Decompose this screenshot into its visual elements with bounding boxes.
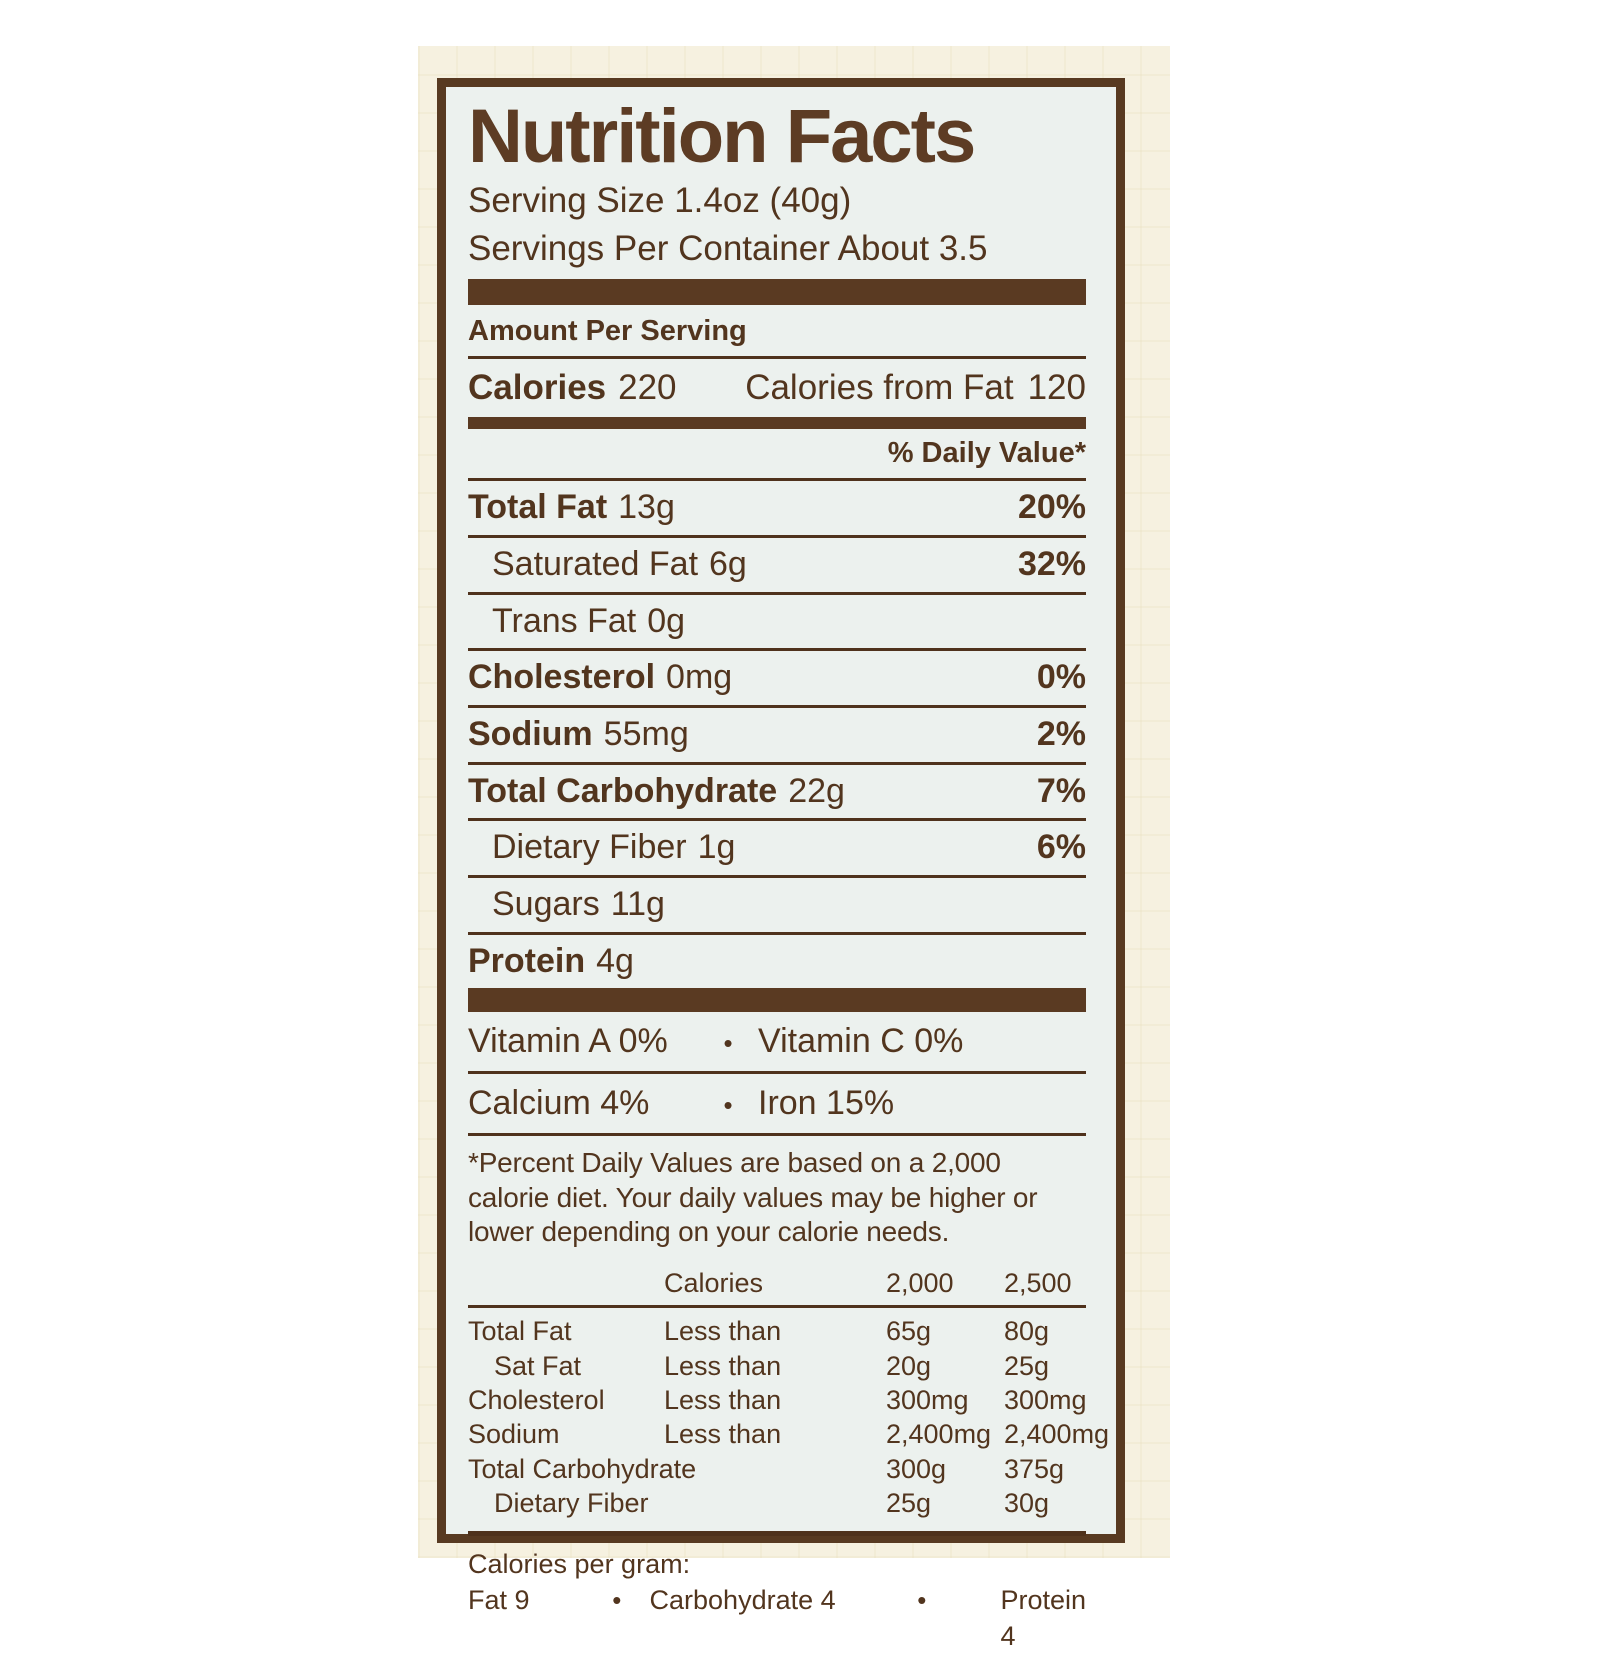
bullet-icon: • [723,1028,733,1059]
nutrient-amount: 4g [596,941,634,980]
daily-value-header: % Daily Value* [887,437,1086,470]
section-divider-bar [468,279,1086,306]
vitamin-row-a-c: Vitamin A 0% • Vitamin C 0% [468,1012,1086,1071]
vitamin-row-calcium-iron: Calcium 4% • Iron 15% [468,1071,1086,1133]
nutrient-amount: 0mg [666,658,733,697]
nutrient-name: Total Carbohydrate [468,771,778,810]
daily-values-footnote: *Percent Daily Values are based on a 2,0… [468,1133,1086,1256]
nutrient-name: Saturated Fat [492,544,699,583]
nutrient-row-protein: Protein 4g [468,931,1086,989]
calories-label: Calories [468,368,607,408]
nutrient-daily-value: 32% [1017,544,1086,583]
calories-row: Calories 220 Calories from Fat 120 [468,356,1086,417]
calories-per-gram-section: Calories per gram: Fat 9 • Carbohydrate … [468,1536,1086,1655]
table-row-total-fat: Total Fat Less than 65g 80g [468,1314,1086,1348]
iron-value: Iron 15% [758,1084,895,1123]
nutrient-daily-value: 6% [1036,828,1086,867]
table-row-2000-value: 20g [886,1350,932,1381]
nutrient-daily-value: 7% [1036,771,1086,810]
table-row-sat-fat: Sat Fat Less than 20g 25g [468,1349,1086,1383]
table-row-2500-value: 25g [1004,1350,1050,1381]
table-header-2000: 2,000 [886,1267,954,1298]
daily-values-table: Calories 2,000 2,500 Total Fat Less than… [468,1267,1109,1521]
cpg-fat: Fat 9 [468,1585,530,1616]
bullet-icon: • [917,1585,927,1616]
nutrient-name: Sugars [492,885,600,923]
table-row-name: Dietary Fiber [494,1488,649,1519]
nutrient-row-sodium: Sodium 55mg 2% [468,704,1086,762]
nutrient-daily-value: 0% [1036,658,1086,697]
table-row-2000-value: 300g [886,1453,947,1484]
table-row-total-carbohydrate: Total Carbohydrate 300g 375g [468,1452,1086,1486]
table-row-sodium: Sodium Less than 2,400mg 2,400mg [468,1417,1109,1451]
nutrient-amount: 1g [697,828,736,867]
table-row-qualifier: Less than [664,1350,782,1381]
vitamin-c-value: Vitamin C 0% [758,1022,964,1061]
cpg-carbohydrate: Carbohydrate 4 [649,1585,836,1616]
table-body: Total Fat Less than 65g 80g Sat Fat Less… [468,1308,1109,1520]
bullet-icon: • [723,1090,733,1121]
nutrient-amount: 22g [788,771,845,810]
label-title: Nutrition Facts [468,94,976,179]
table-row-2000-value: 300mg [886,1385,969,1416]
nutrient-name: Sodium [468,714,593,753]
nutrient-row-saturated-fat: Saturated Fat 6g 32% [468,534,1086,592]
nutrition-facts-label: Nutrition Facts Serving Size 1.4oz (40g)… [437,78,1125,1651]
table-row-2000-value: 2,400mg [886,1419,992,1450]
nutrient-daily-value: 20% [1017,488,1086,527]
table-row-qualifier: Less than [664,1316,782,1347]
table-row-name: Total Carbohydrate [468,1453,697,1484]
calcium-value: Calcium 4% [468,1084,650,1123]
table-row-name: Cholesterol [468,1385,605,1416]
nutrient-name: Cholesterol [468,658,656,697]
table-row-name: Total Fat [468,1316,572,1347]
nutrient-name: Protein [468,941,586,980]
table-row-qualifier: Less than [664,1385,782,1416]
table-row-2500-value: 300mg [1004,1385,1087,1416]
nutrient-amount: 6g [709,544,747,583]
calories-per-gram-values: Fat 9 • Carbohydrate 4 • Protein 4 [468,1582,1086,1655]
table-row-name: Sodium [468,1419,560,1450]
table-row-2500-value: 375g [1004,1453,1065,1484]
nutrient-row-dietary-fiber: Dietary Fiber 1g 6% [468,818,1086,875]
calories-per-gram-divider [468,1530,1086,1536]
table-row-2500-value: 80g [1004,1316,1050,1347]
table-row-2000-value: 65g [886,1316,932,1347]
nutrient-name: Dietary Fiber [492,828,687,867]
serving-size-text: Serving Size 1.4oz (40g) [468,181,852,220]
calories-value: 220 [618,368,677,408]
nutrient-row-sugars: Sugars 11g [468,875,1086,932]
calories-per-gram-title: Calories per gram: [468,1548,691,1579]
calories-from-fat-label: Calories from Fat [745,368,1014,408]
table-header-2500: 2,500 [1004,1267,1072,1298]
table-row-dietary-fiber: Dietary Fiber 25g 30g [468,1486,1086,1520]
nutrient-name: Total Fat [468,488,608,527]
servings-per-container-text: Servings Per Container About 3.5 [468,229,988,269]
nutrient-amount: 11g [610,885,665,923]
vitamins-divider-bar [468,988,1086,1013]
table-row-2500-value: 30g [1004,1488,1050,1519]
cpg-protein: Protein 4 [1000,1585,1087,1652]
vitamin-a-value: Vitamin A 0% [468,1022,668,1061]
nutrient-row-trans-fat: Trans Fat 0g [468,591,1086,649]
nutrient-amount: 0g [647,601,686,640]
table-row-2000-value: 25g [886,1488,932,1519]
nutrient-row-cholesterol: Cholesterol 0mg 0% [468,648,1086,705]
nutrient-row-total-carbohydrate: Total Carbohydrate 22g 7% [468,761,1086,819]
table-header-calories: Calories [664,1267,764,1298]
table-row-2500-value: 2,400mg [1004,1419,1110,1450]
amount-per-serving-heading: Amount Per Serving [468,315,747,348]
table-row-cholesterol: Cholesterol Less than 300mg 300mg [468,1383,1087,1417]
bullet-icon: • [612,1585,622,1616]
table-row-qualifier: Less than [664,1419,782,1450]
nutrient-daily-value: 2% [1036,714,1086,753]
nutrient-row-total-fat: Total Fat 13g 20% [468,478,1086,535]
nutrient-name: Trans Fat [492,601,637,640]
calories-divider-bar [468,417,1086,430]
table-row-name: Sat Fat [494,1350,582,1381]
nutrient-amount: 55mg [603,714,689,753]
nutrient-amount: 13g [618,488,675,527]
calories-from-fat-value: 120 [1027,368,1086,408]
table-header-row: Calories 2,000 2,500 [468,1267,1086,1309]
